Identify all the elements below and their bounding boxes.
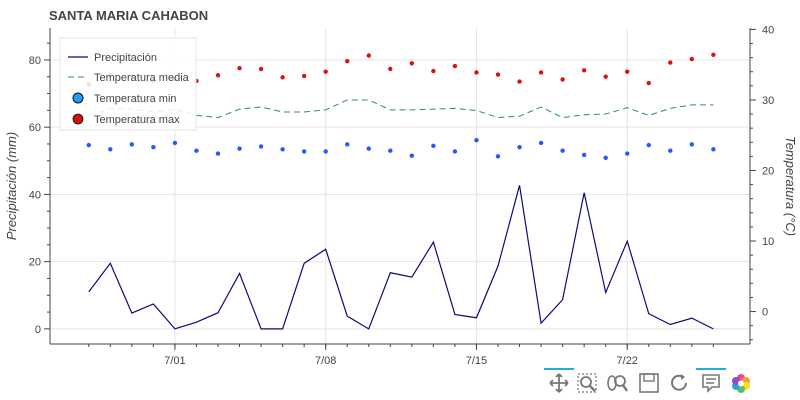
temperatura-min-point — [388, 148, 393, 153]
temperatura-max-point — [301, 73, 307, 79]
temperatura-min-point — [495, 154, 501, 159]
temperatura-max-point — [495, 72, 501, 77]
x-tick-label: 7/15 — [466, 355, 487, 367]
temperatura-max-point — [538, 70, 544, 75]
pan-tool[interactable] — [544, 368, 574, 394]
temperatura-max-point — [603, 74, 608, 79]
temperatura-max-point — [517, 79, 522, 84]
temperatura-min-point — [151, 145, 156, 150]
box-zoom-icon — [577, 373, 597, 393]
temperatura-max-point — [237, 66, 242, 71]
y-tick-label: 0 — [35, 324, 41, 336]
x-tick-label: 7/08 — [315, 355, 336, 367]
y-tick-label: 80 — [29, 55, 41, 67]
box-zoom-tool[interactable] — [576, 372, 598, 394]
temperatura-min-point — [560, 148, 565, 153]
temperatura-min-point — [689, 142, 695, 147]
temperatura-min-point — [194, 148, 199, 153]
temperatura-media-line — [88, 99, 714, 119]
legend-label: Temperatura min — [94, 93, 177, 105]
temperatura-min-point — [517, 145, 522, 150]
y2-tick-label: 30 — [762, 95, 774, 107]
temperatura-min-point — [86, 142, 91, 148]
temperatura-max-point — [474, 70, 479, 75]
temperatura-min-point — [603, 155, 608, 160]
reset-icon — [671, 374, 687, 391]
y2-tick-label: 20 — [762, 165, 774, 177]
temperatura-min-point — [538, 140, 544, 146]
temperatura-min-point — [431, 143, 436, 148]
temperatura-max-point — [366, 53, 371, 58]
temperatura-max-point — [388, 66, 393, 72]
wheel-zoom-icon — [607, 375, 628, 392]
x-tick-label: 7/01 — [164, 355, 185, 367]
temperatura-max-point — [323, 69, 328, 74]
temperatura-min-point — [172, 140, 178, 146]
temperatura-min-point — [646, 142, 651, 148]
y-tick-label: 60 — [29, 122, 41, 134]
toolbar — [540, 368, 758, 398]
temperatura-min-point — [668, 148, 673, 153]
temperatura-min-point — [237, 146, 242, 151]
chart-title: SANTA MARIA CAHABON — [49, 8, 208, 23]
y-tick-label: 40 — [29, 189, 41, 201]
temperatura-min-point — [474, 137, 479, 143]
wheel-zoom-tool[interactable] — [606, 372, 628, 394]
reset-tool[interactable] — [668, 372, 690, 394]
y2-tick-label: 0 — [762, 307, 768, 319]
temperatura-min-point — [625, 151, 630, 156]
legend: Precipitación Temperatura media Temperatur… — [59, 37, 197, 131]
temperatura-max-point — [215, 73, 221, 78]
temperatura-min-point — [581, 152, 587, 158]
axes: 0 20 40 60 80 0 10 20 30 40 7/01 7/08 7/15 7/22 — [29, 24, 775, 367]
temperatura-min-point — [301, 149, 307, 154]
temperatura-max-point — [280, 75, 285, 80]
temperatura-min-point — [215, 151, 221, 156]
tooltip-icon — [702, 374, 720, 393]
y-tick-label: 20 — [29, 257, 41, 269]
precipitacion-line — [88, 185, 714, 330]
temperatura-max-point — [258, 66, 264, 72]
y2-tick-label: 40 — [762, 24, 774, 36]
plot-series — [86, 52, 716, 330]
temperatura-max-point — [452, 63, 458, 69]
bokeh-logo[interactable] — [730, 372, 752, 394]
legend-label: Temperatura media — [94, 72, 190, 84]
temperatura-max-point — [711, 52, 716, 58]
temperatura-max-point — [625, 69, 630, 74]
legend-box — [59, 37, 197, 131]
legend-label: Temperatura max — [94, 114, 180, 126]
temperatura-max-point — [581, 68, 587, 73]
temperatura-min-point — [258, 144, 264, 149]
temperatura-max-point — [689, 56, 695, 62]
temperatura-min-point — [323, 149, 328, 154]
bokeh-logo-icon — [732, 374, 750, 393]
x-tick-label: 7/22 — [617, 355, 638, 367]
temperatura-min-point — [345, 142, 350, 147]
temperatura-max-point — [668, 60, 673, 65]
temperatura-min-point — [108, 147, 113, 152]
hover-tool[interactable] — [696, 368, 726, 394]
temperatura-min-point — [366, 146, 371, 151]
y2-tick-label: 10 — [762, 236, 774, 248]
y-axis-label: Precipitación (mm) — [4, 132, 19, 240]
move-icon — [549, 373, 569, 393]
temperatura-max-point — [560, 77, 565, 82]
legend-label: Precipitación — [94, 52, 157, 64]
temperatura-min-point — [129, 142, 135, 147]
temperatura-min-point — [409, 153, 415, 158]
save-icon — [639, 373, 659, 393]
legend-glyph-temperatura-max — [72, 113, 84, 125]
temperatura-max-point — [345, 58, 350, 64]
legend-glyph-temperatura-min — [72, 92, 84, 104]
temperatura-min-point — [452, 149, 458, 154]
y2-axis-label: Temperatura (°C) — [783, 136, 798, 236]
temperatura-max-point — [409, 61, 415, 66]
save-tool[interactable] — [638, 372, 660, 394]
temperatura-max-point — [646, 80, 651, 86]
temperatura-min-point — [711, 147, 716, 152]
temperatura-min-point — [280, 147, 285, 152]
temperatura-max-point — [431, 68, 436, 74]
